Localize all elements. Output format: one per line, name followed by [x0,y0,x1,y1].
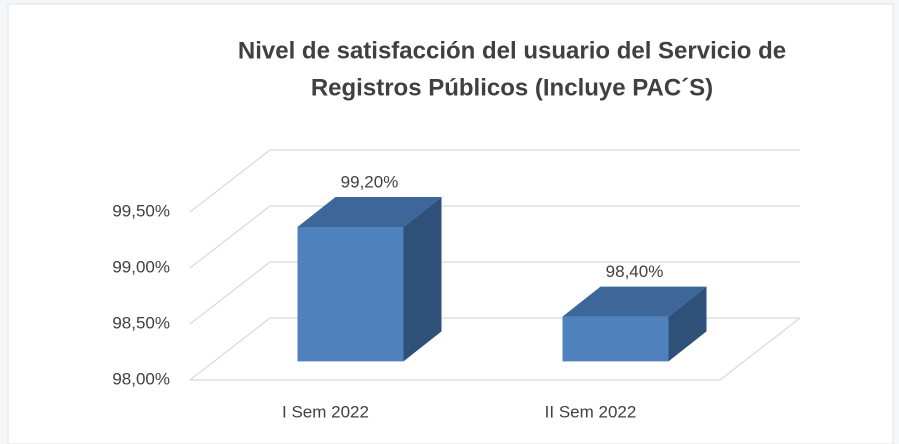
floor [190,317,801,381]
bar-front [297,227,404,362]
bar-top [562,286,707,317]
bar-top [297,197,442,227]
x-tick-label: I Sem 2022 [282,402,369,421]
grid-line [189,261,800,325]
bar-side [403,197,442,362]
bar-front [562,316,669,362]
chart-area [7,3,894,444]
x-tick-label: II Sem 2022 [545,402,637,421]
bar-side [668,286,707,362]
y-tick-label: 98,00% [112,369,170,388]
data-label: 99,20% [341,172,399,191]
data-label: 98,40% [606,262,664,281]
grid-line [189,205,800,269]
chart-title: Registros Públicos (Incluye PAC´S) [311,74,713,101]
grid-line [189,149,800,213]
y-tick-label: 99,50% [112,201,170,220]
chart-title: Nivel de satisfacción del usuario del Se… [238,37,786,64]
y-tick-label: 99,00% [112,257,170,276]
y-tick-label: 98,50% [112,313,170,332]
